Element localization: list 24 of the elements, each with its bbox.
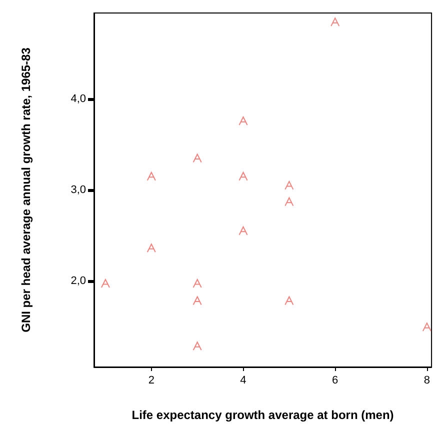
y-tick-label: 4,0 (70, 93, 86, 106)
point (238, 172, 248, 181)
x-tick-label: 2 (148, 374, 154, 386)
point (100, 278, 110, 288)
point (284, 296, 294, 306)
point (146, 244, 156, 253)
x-tick-label: 8 (424, 374, 430, 386)
point (192, 278, 202, 288)
point (284, 197, 294, 206)
point (192, 296, 202, 306)
point (238, 116, 248, 126)
x-tick-label: 6 (332, 374, 338, 386)
x-tick-label: 4 (240, 374, 246, 386)
point (238, 226, 248, 236)
point (284, 180, 294, 190)
point (422, 322, 432, 332)
point (146, 172, 156, 181)
y-tick-label: 2,0 (70, 274, 86, 287)
point (192, 154, 202, 163)
y-tick-label: 3,0 (70, 184, 86, 196)
y-axis-title: GNI per head average annual growth rate, 1965-83 (19, 47, 33, 332)
x-axis-title: Life expectancy growth average at born (men) (132, 408, 394, 422)
point (192, 342, 202, 351)
point (330, 18, 340, 27)
